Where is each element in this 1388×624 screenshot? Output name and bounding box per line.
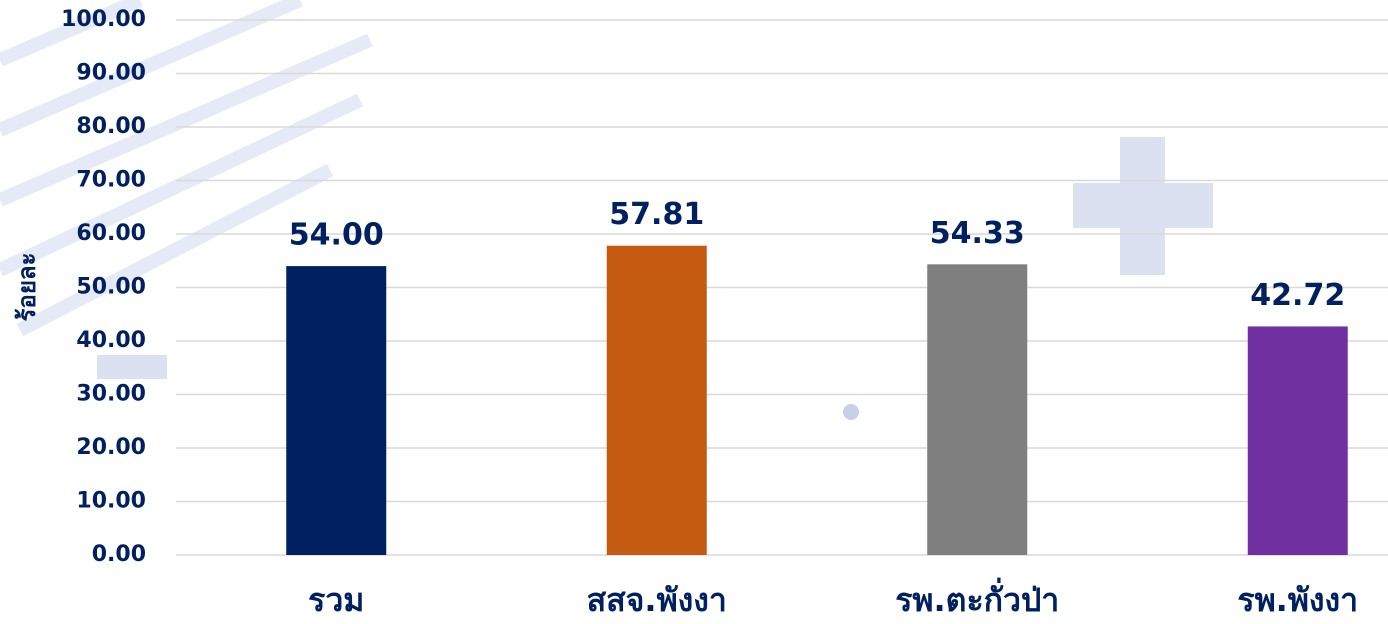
y-tick-label: 60.00 [76, 221, 146, 246]
y-tick-label: 70.00 [76, 168, 146, 193]
chart: ร้อยละ 0.00 10.00 20.00 30.00 40.00 50.00 60.0… [0, 0, 1388, 624]
y-tick-label: 100.00 [61, 7, 146, 32]
x-tick-label: รวม [308, 581, 364, 619]
y-tick-label: 10.00 [76, 489, 146, 514]
y-tick-label: 80.00 [76, 114, 146, 139]
y-tick-label: 0.00 [92, 542, 146, 567]
bar [1248, 326, 1348, 555]
value-label: 42.72 [1250, 278, 1345, 313]
y-tick-label: 30.00 [76, 382, 146, 407]
value-label: 54.00 [289, 218, 384, 253]
value-label: 57.81 [609, 197, 704, 232]
y-tick-label: 40.00 [76, 328, 146, 353]
bar [927, 264, 1027, 555]
bar [607, 246, 707, 555]
y-tick-label: 50.00 [76, 275, 146, 300]
y-axis-title: ร้อยละ [13, 253, 41, 322]
x-tick-label: รพ.ตะกั่วป่า [895, 577, 1059, 619]
x-tick-label: รพ.พังงา [1237, 581, 1358, 619]
background-decoration [0, 0, 1213, 420]
x-tick-label: สสจ.พังงา [587, 581, 727, 619]
y-tick-label: 90.00 [76, 61, 146, 86]
y-tick-label: 20.00 [76, 435, 146, 460]
bar [286, 266, 386, 555]
value-label: 54.33 [930, 216, 1025, 251]
